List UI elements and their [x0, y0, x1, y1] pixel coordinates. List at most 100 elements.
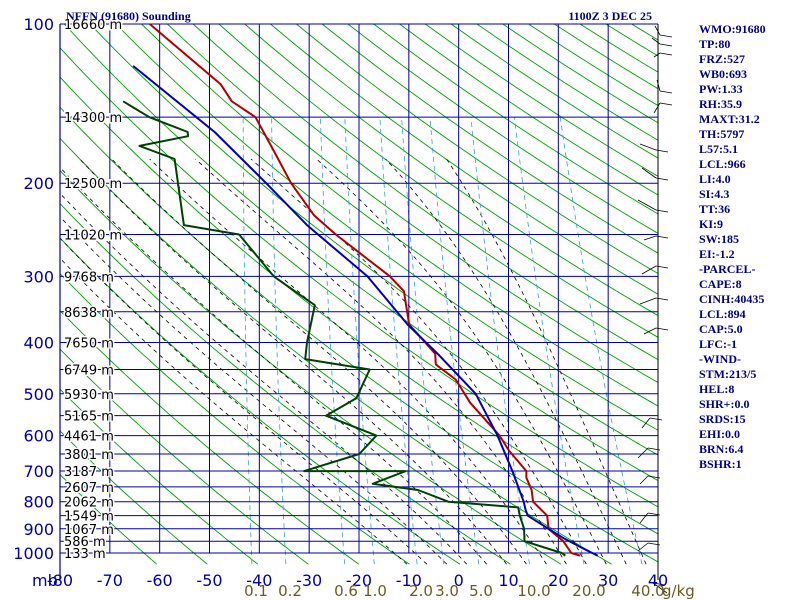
wind-barb-staff	[655, 297, 669, 301]
dry-adiabat-line	[296, 24, 658, 275]
wind-barb-staff	[647, 542, 661, 546]
index-item: MAXT:31.2	[699, 112, 760, 126]
wind-barb-staff	[647, 447, 661, 451]
height-label: 8638 m	[64, 306, 114, 321]
index-item: WMO:91680	[699, 22, 766, 36]
temperature-tick-label: -20	[346, 571, 372, 590]
dry-adiabat-line	[60, 202, 511, 565]
height-label: 16660 m	[64, 18, 122, 33]
mixing-ratio-tick-label: 10.0	[517, 582, 550, 600]
temperature-tick-label: -50	[196, 571, 222, 590]
wind-barb-staff	[655, 265, 669, 269]
index-item: SI:4.3	[699, 187, 730, 201]
mixing-ratio-line	[470, 117, 530, 565]
pressure-tick-label: 300	[23, 267, 54, 286]
mixing-ratio-line	[271, 117, 287, 565]
mixing-ratio-tick-label: 20.0	[572, 582, 605, 600]
index-item: L57:5.1	[699, 142, 738, 156]
wind-barb-flag	[643, 327, 657, 335]
index-item: EHI:0.0	[699, 427, 741, 441]
parcel-line	[132, 65, 599, 557]
height-label: 133 m	[64, 547, 106, 562]
dry-adiabat-line	[192, 24, 658, 361]
mixing-ratio-lines	[242, 117, 643, 565]
index-item: PW:1.33	[699, 82, 743, 96]
wind-barb-flag	[641, 265, 657, 275]
height-label: 2607 m	[64, 481, 114, 496]
height-label: 7650 m	[64, 336, 114, 351]
index-item: LCL:966	[699, 157, 746, 171]
pressure-tick-label: 1000	[13, 544, 54, 563]
wind-barb-staff	[655, 327, 669, 331]
moist-adiabat-line	[60, 166, 487, 565]
dry-adiabats	[60, 24, 658, 565]
height-label: 2062 m	[64, 496, 114, 511]
temperature-line	[149, 24, 581, 557]
wind-barb-staff	[655, 149, 669, 153]
moist-adiabats	[60, 158, 647, 565]
wind-barb-staff	[659, 34, 673, 38]
dry-adiabat-line	[270, 24, 658, 295]
height-label: 9768 m	[64, 270, 114, 285]
moist-adiabat-line	[60, 237, 428, 565]
moist-adiabat-line	[385, 158, 627, 565]
wind-barb-flag	[637, 542, 649, 552]
temperature-tick-label: 40	[648, 571, 668, 590]
moist-adiabat-line	[195, 158, 567, 565]
index-item: LI:4.0	[699, 172, 731, 186]
isobar-grid	[59, 23, 659, 580]
moist-adiabat-line	[111, 158, 527, 565]
mixing-ratio-unit: g/kg	[662, 582, 695, 600]
sounding-series	[122, 24, 599, 557]
dry-adiabat-line	[244, 24, 658, 317]
wind-barb-flag	[639, 143, 657, 151]
temperature-tick-label: -70	[97, 571, 123, 590]
wind-barb-flag	[637, 447, 649, 459]
moist-adiabat-line	[60, 257, 408, 565]
temperature-tick-label: -40	[246, 571, 272, 590]
index-item: TT:36	[699, 202, 731, 216]
mixing-ratio-tick-label: 40.0	[631, 582, 664, 600]
moist-adiabat-line	[250, 158, 587, 565]
height-label: 4461 m	[64, 430, 114, 445]
pressure-tick-label: 400	[23, 333, 54, 352]
wind-barb-staff	[655, 209, 669, 213]
mixing-ratio-tick-label: 0.2	[278, 582, 302, 600]
mixing-ratio-line	[379, 117, 418, 565]
stability-indices: WMO:91680 TP:80 FRZ:527 WB0:693 PW:1.33 RH:35…	[699, 22, 799, 472]
dry-adiabat-line	[60, 388, 259, 565]
index-item: EI:-1.2	[699, 247, 735, 261]
index-item: LCL:894	[699, 307, 746, 321]
moist-adiabat-line	[316, 158, 607, 565]
wind-barb-flag	[653, 52, 661, 58]
height-label: 3801 m	[64, 448, 114, 463]
pressure-tick-label: 500	[23, 385, 54, 404]
mixing-ratio-tick-label: 0.6	[334, 582, 358, 600]
wind-barb-staff	[647, 512, 661, 516]
chart-title: NFFN (91680) Sounding	[66, 9, 191, 23]
index-item: TH:5797	[699, 127, 745, 141]
height-label: 5930 m	[64, 388, 114, 403]
dry-adiabat-line	[115, 24, 658, 431]
dry-adiabat-line	[60, 310, 360, 565]
temperature-tick-label: 20	[548, 571, 568, 590]
dry-adiabat-line	[60, 473, 158, 565]
mixing-ratio-line	[242, 117, 253, 565]
wind-barb-staff	[659, 52, 673, 56]
dry-adiabat-line	[60, 273, 410, 565]
temperature-tick-label: -60	[147, 571, 173, 590]
wind-barb-staff	[659, 90, 673, 94]
index-item: BSHR:1	[699, 457, 742, 471]
index-item: WB0:693	[699, 67, 747, 81]
pressure-tick-label: 900	[23, 520, 54, 539]
mixing-ratio-tick-label: 2.0	[409, 582, 433, 600]
pressure-tick-label: 800	[23, 493, 54, 512]
dry-adiabat-line	[60, 348, 309, 565]
height-label: 14300 m	[64, 111, 122, 126]
isotherm-grid	[60, 24, 658, 553]
pressure-tick-label: 100	[23, 15, 54, 34]
pressure-tick-label: 700	[23, 462, 54, 481]
mixing-ratio-line	[344, 117, 375, 565]
mixing-ratio-tick-label: 0.1	[244, 582, 268, 600]
